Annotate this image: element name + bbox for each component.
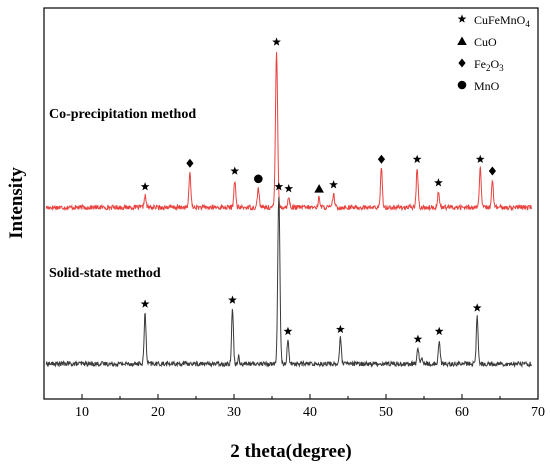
diamond-marker-icon [186, 158, 194, 168]
diamond-marker-icon [488, 166, 496, 176]
star-marker-icon [472, 303, 482, 312]
x-axis-title: 2 theta(degree) [230, 441, 352, 462]
series-labels: Co-precipitation method Solid-state meth… [49, 107, 196, 281]
star-marker-icon [284, 184, 294, 193]
star-marker-icon [228, 295, 237, 304]
series-line-solid-state [45, 196, 532, 369]
series-line-co-precipitation [45, 52, 532, 212]
star-marker-icon [413, 334, 423, 343]
series-label-co-precipitation: Co-precipitation method [49, 107, 196, 122]
star-marker-icon [140, 182, 150, 191]
diamond-marker-icon [377, 154, 386, 164]
x-tick-label: 10 [75, 405, 89, 420]
star-marker-icon [475, 154, 485, 164]
star-marker-icon [412, 154, 422, 164]
circle-marker-icon [254, 174, 263, 184]
diamond-marker-icon [458, 58, 466, 68]
triangle-marker-icon [314, 184, 324, 193]
legend: CuFeMnO4 CuO Fe2O3 MnO [457, 13, 530, 93]
star-marker-icon [434, 178, 443, 187]
star-marker-icon [272, 37, 281, 46]
legend-entry-label: MnO [474, 79, 500, 93]
x-tick-label: 30 [227, 405, 241, 420]
series-label-solid-state: Solid-state method [49, 266, 161, 281]
star-marker-icon [336, 324, 345, 334]
x-tick-label: 40 [303, 405, 317, 420]
legend-entry-label: CuO [474, 35, 497, 49]
x-tick-label: 70 [531, 405, 545, 420]
star-marker-icon [140, 299, 150, 308]
plot-frame [43, 7, 539, 400]
x-tick-label: 60 [455, 405, 469, 420]
x-tick-label: 50 [379, 405, 393, 420]
legend-entry-label: CuFeMnO4 [474, 13, 530, 29]
star-marker-icon [434, 326, 444, 336]
y-axis-title: Intensity [6, 167, 27, 239]
circle-marker-icon [457, 80, 467, 90]
star-marker-icon [329, 180, 338, 189]
x-tick-label: 20 [151, 405, 165, 420]
star-marker-icon [230, 166, 240, 175]
star-marker-icon [274, 182, 284, 191]
triangle-marker-icon [457, 36, 467, 45]
marker-layer [140, 37, 496, 343]
star-marker-icon [457, 14, 467, 23]
star-marker-icon [283, 326, 293, 336]
x-axis-ticks: 10 20 30 40 50 60 70 [43, 394, 545, 420]
series-layer [45, 52, 532, 369]
legend-entry-label: Fe2O3 [474, 57, 504, 73]
